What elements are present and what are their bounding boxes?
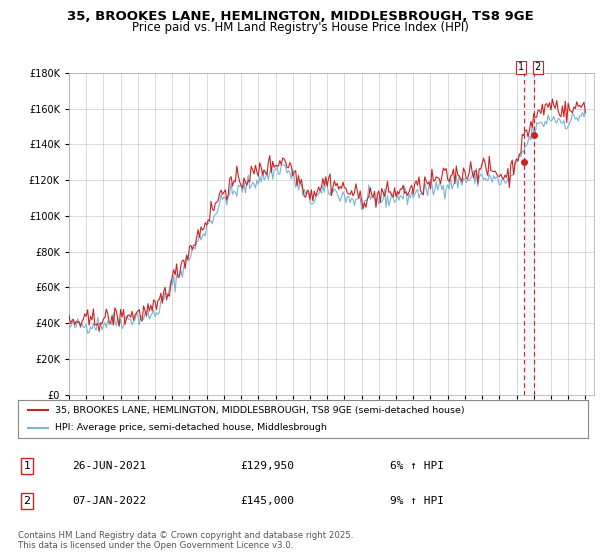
Text: 1: 1 [518,63,524,72]
Text: 1: 1 [23,461,31,471]
Text: 35, BROOKES LANE, HEMLINGTON, MIDDLESBROUGH, TS8 9GE (semi-detached house): 35, BROOKES LANE, HEMLINGTON, MIDDLESBRO… [55,405,464,414]
Text: 35, BROOKES LANE, HEMLINGTON, MIDDLESBROUGH, TS8 9GE: 35, BROOKES LANE, HEMLINGTON, MIDDLESBRO… [67,10,533,23]
Text: 6% ↑ HPI: 6% ↑ HPI [390,461,444,471]
Text: 07-JAN-2022: 07-JAN-2022 [72,496,146,506]
Text: 2: 2 [23,496,31,506]
Text: £145,000: £145,000 [240,496,294,506]
Text: 9% ↑ HPI: 9% ↑ HPI [390,496,444,506]
Text: £129,950: £129,950 [240,461,294,471]
Bar [524,73,535,395]
Text: Contains HM Land Registry data © Crown copyright and database right 2025.
This d: Contains HM Land Registry data © Crown c… [18,531,353,550]
Text: 2: 2 [535,63,541,72]
Text: 26-JUN-2021: 26-JUN-2021 [72,461,146,471]
Text: HPI: Average price, semi-detached house, Middlesbrough: HPI: Average price, semi-detached house,… [55,423,327,432]
Text: Price paid vs. HM Land Registry's House Price Index (HPI): Price paid vs. HM Land Registry's House … [131,21,469,34]
